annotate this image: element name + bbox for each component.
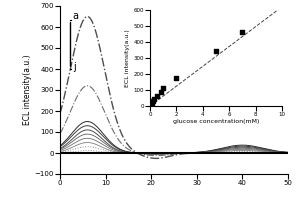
Text: j: j [73, 62, 76, 72]
Point [174, 76, 179, 80]
X-axis label: glucose concentration(mM): glucose concentration(mM) [173, 119, 259, 124]
Point [149, 102, 154, 105]
Point [148, 104, 153, 107]
Point [150, 100, 155, 103]
Point [152, 97, 156, 100]
Text: a: a [73, 11, 79, 21]
Point [154, 94, 159, 97]
Point [240, 31, 245, 34]
Point [149, 101, 154, 104]
Point [214, 49, 218, 52]
Y-axis label: ECL intensity(a.u.): ECL intensity(a.u.) [22, 55, 32, 125]
Point [158, 90, 163, 93]
Point [161, 86, 166, 89]
Y-axis label: ECL intensity(a.u.): ECL intensity(a.u.) [125, 29, 130, 87]
Point [148, 103, 153, 106]
